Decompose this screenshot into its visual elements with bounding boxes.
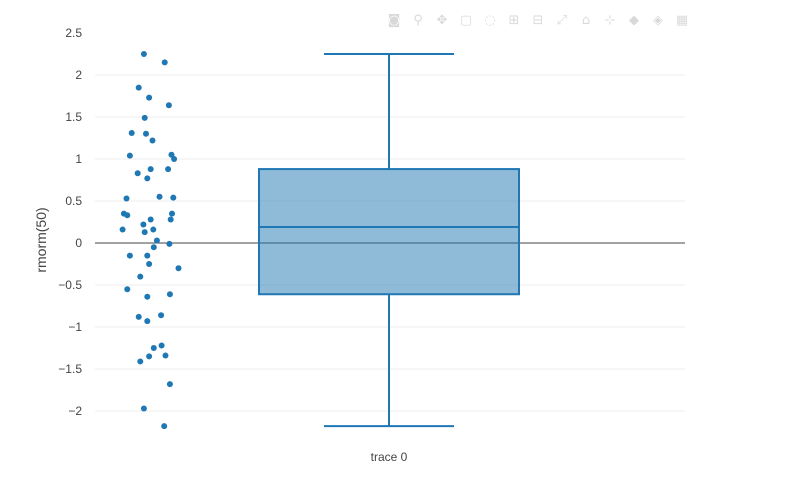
y-tick-label: 0 [75,236,82,250]
box-traces[interactable] [258,53,520,428]
data-point [140,51,147,57]
y-tick-label: 0.5 [65,194,82,208]
data-point [150,244,157,251]
box-iqr [258,168,520,296]
y-tick-label: 1 [75,152,82,166]
pan-icon[interactable]: ✥ [436,12,448,28]
data-point [153,237,160,244]
data-point [165,166,172,173]
data-point [146,261,153,267]
data-point [166,291,173,298]
y-tick-label: 1.5 [65,110,82,124]
data-point [150,226,157,233]
zoom-in-icon[interactable]: ⊞ [508,12,520,28]
y-tick-label: −0.5 [58,278,82,292]
box-trace[interactable] [258,53,520,428]
reset-axes-icon[interactable]: ⌂ [581,12,591,28]
y-tick-label: −1 [68,320,82,334]
data-point [141,114,148,121]
data-point [144,293,151,300]
y-tick-labels: 2.5 2 1.5 1 0.5 0 −0.5 −1 −1.5 −2 [58,26,82,418]
data-point [165,102,172,109]
data-point [146,353,153,360]
modebar-toolbar[interactable]: ◙ ⚲ ✥ ▢ ◌ ⊞ ⊟ ⤢ ⌂ ⊹ ◆ ◈ ▦ [386,12,690,28]
data-point [135,313,142,320]
data-point [144,318,151,325]
data-point [170,194,177,201]
data-point [126,152,133,159]
data-point [141,229,148,236]
y-axis-title: rmorm(50) [33,207,49,272]
lasso-icon[interactable]: ◌ [484,12,496,28]
data-point [161,423,168,430]
data-point [140,405,147,412]
data-point [124,212,131,219]
hover-closest-icon[interactable]: ◆ [629,12,639,28]
y-tick-label: 2 [75,68,82,82]
data-point [166,240,173,247]
zoom-out-icon[interactable]: ⊟ [532,12,544,28]
data-point [158,342,165,349]
data-point [146,94,153,101]
hover-compare-icon[interactable]: ◈ [653,12,663,28]
autoscale-icon[interactable]: ⤢ [556,12,568,28]
data-point [169,210,175,217]
data-point [128,129,135,136]
y-tick-label: 2.5 [65,26,82,40]
data-point [166,381,173,388]
zoom-icon[interactable]: ⚲ [413,12,423,28]
plotly-logo-icon[interactable]: ▦ [675,12,689,28]
data-point [149,137,156,144]
data-point [137,358,144,365]
data-point [162,352,169,359]
data-point [119,226,126,233]
data-point [150,345,157,351]
y-tick-label: −1.5 [58,362,82,376]
data-point [144,175,151,182]
data-point [147,166,154,173]
data-point [124,286,131,293]
data-point [147,216,154,223]
data-point [135,84,142,91]
spike-lines-icon[interactable]: ⊹ [604,12,616,28]
data-point [126,252,133,259]
x-tick-labels: trace 0 [371,450,408,464]
data-point [137,273,144,280]
y-tick-label: −2 [68,404,82,418]
data-point [167,216,174,223]
x-tick-label: trace 0 [371,450,408,464]
jitter-points[interactable] [119,51,182,430]
camera-icon[interactable]: ◙ [387,12,401,28]
data-point [123,195,130,202]
data-point [156,193,163,200]
data-point [158,312,165,319]
data-point [134,170,141,177]
data-point [175,265,182,272]
data-point [171,156,178,162]
data-point [140,221,147,228]
data-point [143,130,149,137]
data-point [144,252,151,259]
box-select-icon[interactable]: ▢ [459,12,473,28]
data-point [161,59,168,66]
